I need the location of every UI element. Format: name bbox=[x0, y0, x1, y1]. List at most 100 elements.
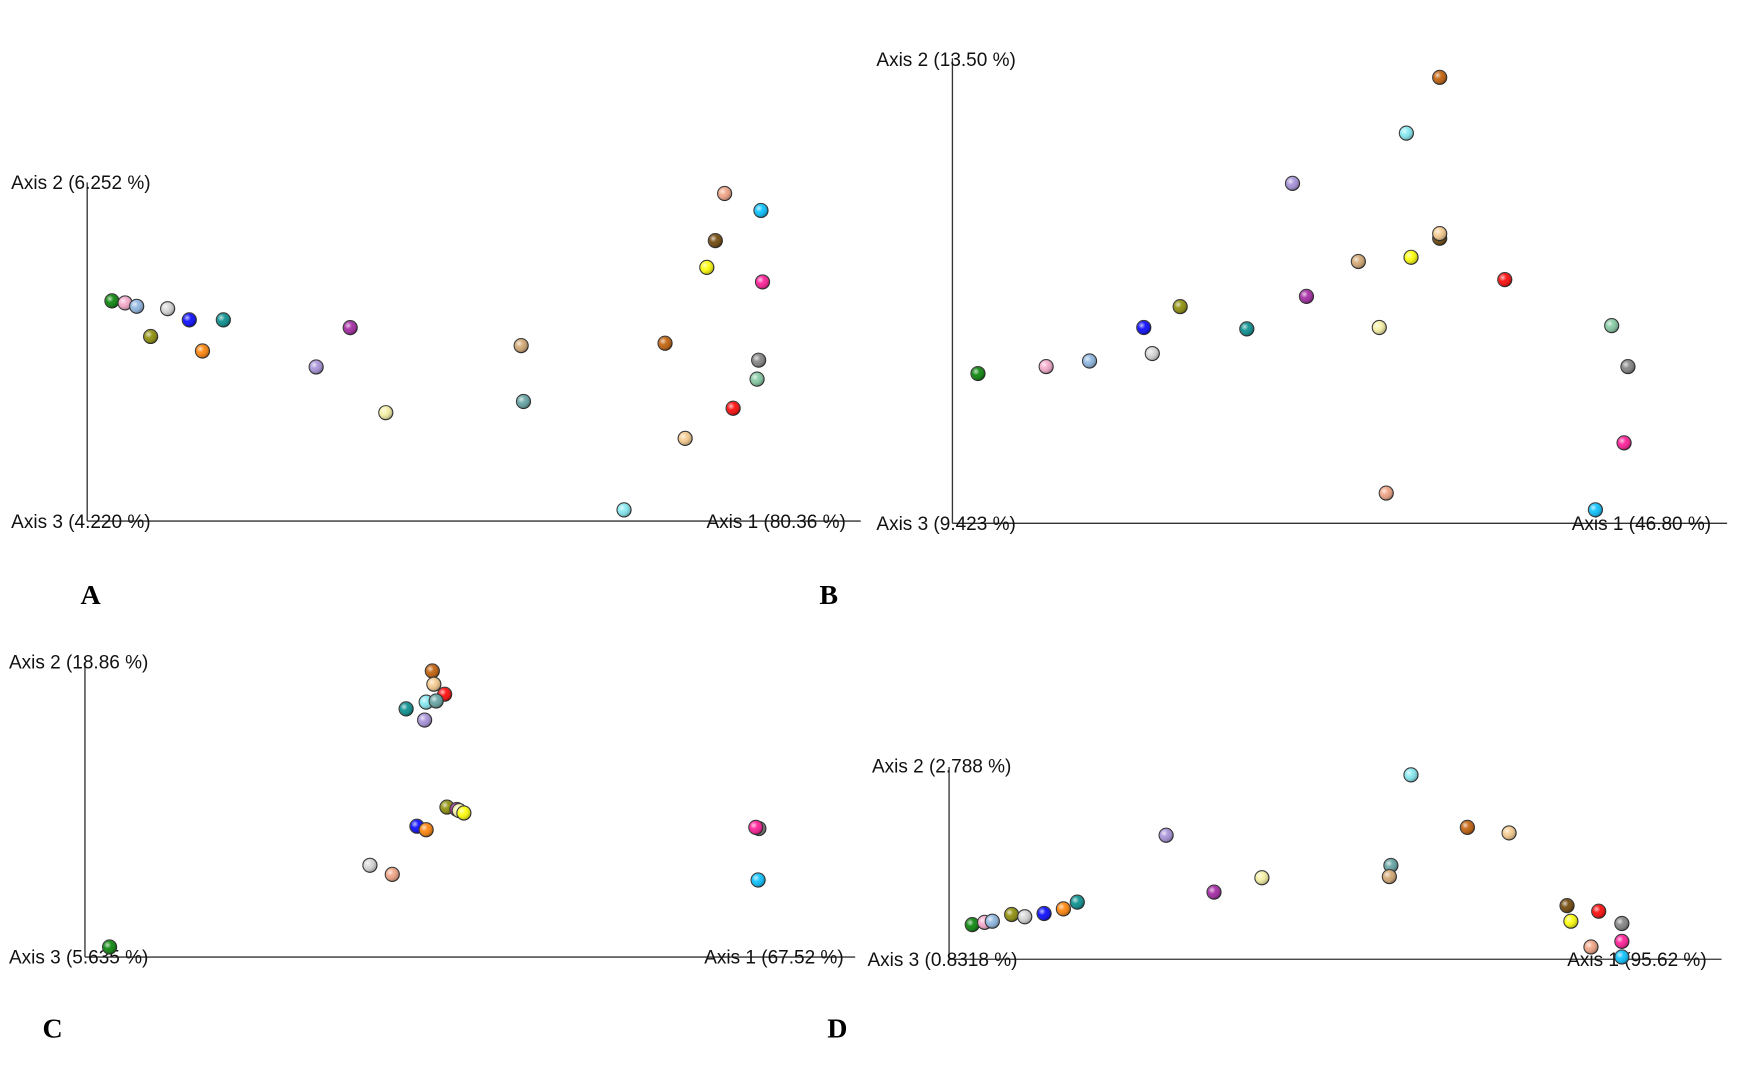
data-point-lightyellow bbox=[1254, 870, 1270, 886]
data-point-silver bbox=[160, 301, 176, 317]
data-point-lightyellow bbox=[378, 405, 394, 421]
axis2-label: Axis 2 (2.788 %) bbox=[872, 757, 1011, 778]
data-point-purple bbox=[1206, 884, 1222, 900]
data-point-pink bbox=[1038, 358, 1054, 375]
data-point-deeppink bbox=[1616, 435, 1632, 451]
data-point-gray bbox=[1614, 915, 1630, 932]
data-point-yellow bbox=[456, 805, 472, 821]
data-point-deepskyblue bbox=[750, 872, 766, 888]
data-point-teal bbox=[1239, 321, 1255, 337]
data-point-blue bbox=[181, 312, 197, 328]
data-point-red bbox=[725, 400, 741, 416]
data-point-aquamarine bbox=[749, 371, 765, 387]
data-point-deepskyblue bbox=[1587, 502, 1604, 518]
data-point-purple bbox=[342, 320, 358, 336]
data-point-deepskyblue bbox=[753, 202, 769, 219]
data-point-blue bbox=[1036, 905, 1052, 922]
data-point-gray bbox=[1620, 358, 1636, 375]
axis1-label: Axis 1 (95.62 %) bbox=[1567, 950, 1706, 971]
data-point-lightblue bbox=[1081, 353, 1098, 369]
data-point-lightblue bbox=[129, 298, 145, 314]
data-point-olive bbox=[1004, 906, 1020, 923]
data-point-tan bbox=[513, 337, 529, 354]
data-point-silver bbox=[1144, 345, 1160, 362]
data-point-chocolate bbox=[424, 663, 440, 679]
axis2-label: Axis 2 (18.86 %) bbox=[9, 653, 148, 674]
data-point-lavender bbox=[1158, 827, 1174, 843]
data-point-lightcyan bbox=[1398, 125, 1414, 141]
data-point-cadetblue bbox=[1383, 857, 1399, 874]
data-point-deeppink bbox=[748, 819, 764, 835]
data-point-deeppink bbox=[1614, 933, 1630, 949]
data-point-olive bbox=[143, 328, 159, 345]
data-point-darkbrown bbox=[1559, 898, 1575, 914]
data-point-orange bbox=[418, 822, 434, 838]
data-point-silver bbox=[1017, 909, 1033, 925]
data-point-tan bbox=[1381, 868, 1397, 885]
data-point-red bbox=[1497, 272, 1513, 288]
data-point-teal bbox=[398, 701, 414, 717]
data-point-lavender bbox=[417, 712, 433, 728]
axis2-label: Axis 2 (6.252 %) bbox=[11, 173, 150, 194]
data-point-olive bbox=[1172, 298, 1188, 315]
data-point-green bbox=[970, 365, 986, 382]
axis3-label: Axis 3 (9.423 %) bbox=[876, 514, 1015, 535]
data-point-silver bbox=[362, 857, 378, 873]
axis3-label: Axis 3 (4.220 %) bbox=[11, 512, 150, 533]
data-point-green bbox=[102, 939, 118, 955]
data-point-darkbrown bbox=[707, 232, 723, 249]
data-point-yellow bbox=[699, 259, 715, 275]
data-point-lightcyan bbox=[616, 502, 632, 518]
data-point-salmon bbox=[1583, 939, 1599, 955]
panel-label: D bbox=[827, 1014, 847, 1045]
data-point-chocolate bbox=[1459, 819, 1475, 835]
panel-b: Axis 2 (13.50 %) Axis 3 (9.423 %) Axis 1… bbox=[819, 50, 1728, 611]
data-point-orange bbox=[194, 343, 211, 359]
panel-c: Axis 2 (18.86 %) Axis 3 (5.635 %) Axis 1… bbox=[9, 653, 856, 1045]
data-point-purple bbox=[1298, 288, 1315, 304]
data-point-pink bbox=[117, 295, 133, 311]
panel-label: C bbox=[42, 1014, 62, 1045]
data-point-salmon bbox=[1378, 485, 1394, 501]
data-point-blue bbox=[1136, 319, 1152, 336]
data-point-yellow bbox=[1403, 249, 1419, 265]
data-point-lightcyan bbox=[1403, 767, 1419, 783]
data-point-tan bbox=[1350, 253, 1366, 270]
data-point-chocolate bbox=[1432, 69, 1448, 85]
data-point-lightyellow bbox=[1371, 319, 1387, 336]
axis2-label: Axis 2 (13.50 %) bbox=[876, 50, 1015, 71]
data-point-gray bbox=[751, 352, 767, 368]
panel-d: Axis 2 (2.788 %) Axis 3 (0.8318 %) Axis … bbox=[827, 757, 1722, 1045]
data-point-wheat bbox=[1501, 825, 1517, 841]
data-point-teal bbox=[215, 312, 231, 328]
data-point-deepskyblue bbox=[1614, 949, 1630, 965]
data-point-cadetblue bbox=[515, 393, 532, 410]
data-point-aquamarine bbox=[1604, 318, 1620, 334]
data-point-wheat bbox=[677, 430, 693, 447]
data-point-cadetblue bbox=[428, 693, 444, 709]
panel-a: Axis 2 (6.252 %) Axis 3 (4.220 %) Axis 1… bbox=[11, 173, 861, 611]
data-point-deeppink bbox=[754, 274, 771, 290]
axis1-label: Axis 1 (67.52 %) bbox=[704, 948, 843, 969]
data-point-red bbox=[1591, 903, 1607, 919]
data-point-lavender bbox=[1284, 175, 1301, 191]
data-point-orange bbox=[1055, 901, 1071, 917]
panel-label: A bbox=[80, 580, 100, 611]
data-point-green bbox=[104, 293, 120, 309]
data-point-teal bbox=[1069, 894, 1085, 910]
data-point-chocolate bbox=[657, 335, 673, 351]
data-point-wheat bbox=[426, 676, 442, 692]
data-point-lavender bbox=[308, 359, 324, 375]
data-point-lightblue bbox=[984, 913, 1000, 929]
data-point-wheat bbox=[1432, 225, 1448, 242]
axis3-label: Axis 3 (0.8318 %) bbox=[867, 950, 1017, 971]
axis3-label: Axis 3 (5.635 %) bbox=[9, 948, 148, 969]
panel-label: B bbox=[819, 580, 838, 611]
data-point-salmon bbox=[717, 185, 733, 202]
axis1-label: Axis 1 (46.80 %) bbox=[1572, 514, 1711, 535]
data-point-salmon bbox=[384, 866, 400, 883]
axis1-label: Axis 1 (80.36 %) bbox=[706, 512, 845, 533]
data-point-green bbox=[964, 917, 980, 933]
